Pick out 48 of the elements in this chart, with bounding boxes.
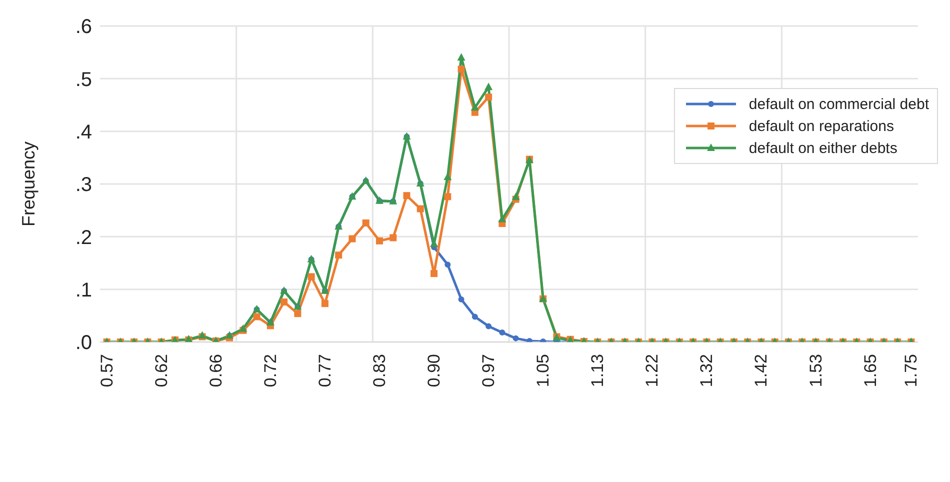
point xyxy=(416,205,424,212)
point xyxy=(280,298,288,306)
point xyxy=(348,235,356,242)
x-tick-label: 1.65 xyxy=(860,354,880,388)
point xyxy=(308,273,315,280)
x-tick-label: 0.97 xyxy=(479,354,498,388)
x-tick-label: 1.32 xyxy=(697,354,716,388)
point xyxy=(390,234,397,242)
point xyxy=(335,252,342,259)
point xyxy=(457,53,466,61)
point xyxy=(430,270,438,278)
x-tick-label: 0.90 xyxy=(424,354,444,388)
point xyxy=(403,192,410,200)
x-tick-label: 0.77 xyxy=(315,354,334,388)
x-tick-label: 1.13 xyxy=(588,354,608,388)
y-tick-label: .2 xyxy=(75,226,92,249)
x-tick-label: 0.57 xyxy=(97,354,116,388)
y-axis-title: Frequency xyxy=(18,141,38,227)
y-tick-label: .0 xyxy=(75,332,92,354)
y-tick-label: .1 xyxy=(75,279,92,302)
point xyxy=(485,94,492,101)
x-tick-label: 0.66 xyxy=(206,354,226,388)
point xyxy=(376,237,383,244)
y-tick-label: .6 xyxy=(75,16,92,38)
x-tick-label: 1.75 xyxy=(902,354,921,388)
point xyxy=(362,219,370,226)
x-tick-label: 1.42 xyxy=(752,354,771,388)
point xyxy=(253,313,260,320)
x-tick-label: 1.05 xyxy=(534,354,553,388)
y-tick-label: .3 xyxy=(75,174,92,196)
point xyxy=(512,192,520,200)
point xyxy=(444,193,452,200)
legend-label: default on reparations xyxy=(748,118,894,134)
x-tick-label: 1.53 xyxy=(806,354,826,388)
point xyxy=(470,103,479,111)
point xyxy=(484,82,493,90)
point xyxy=(472,314,478,320)
point xyxy=(444,262,451,268)
y-tick-label: .4 xyxy=(75,121,92,144)
x-tick-label: 0.62 xyxy=(152,354,171,388)
point xyxy=(458,296,464,302)
x-tick-label: 1.22 xyxy=(642,354,662,388)
y-tick-label: .5 xyxy=(75,68,92,91)
legend-label: default on either debts xyxy=(748,140,898,156)
point xyxy=(458,66,465,73)
x-tick-label: 0.83 xyxy=(370,354,389,388)
legend-label: default on commercial debt xyxy=(748,96,929,112)
x-tick-label: 0.72 xyxy=(260,354,280,388)
